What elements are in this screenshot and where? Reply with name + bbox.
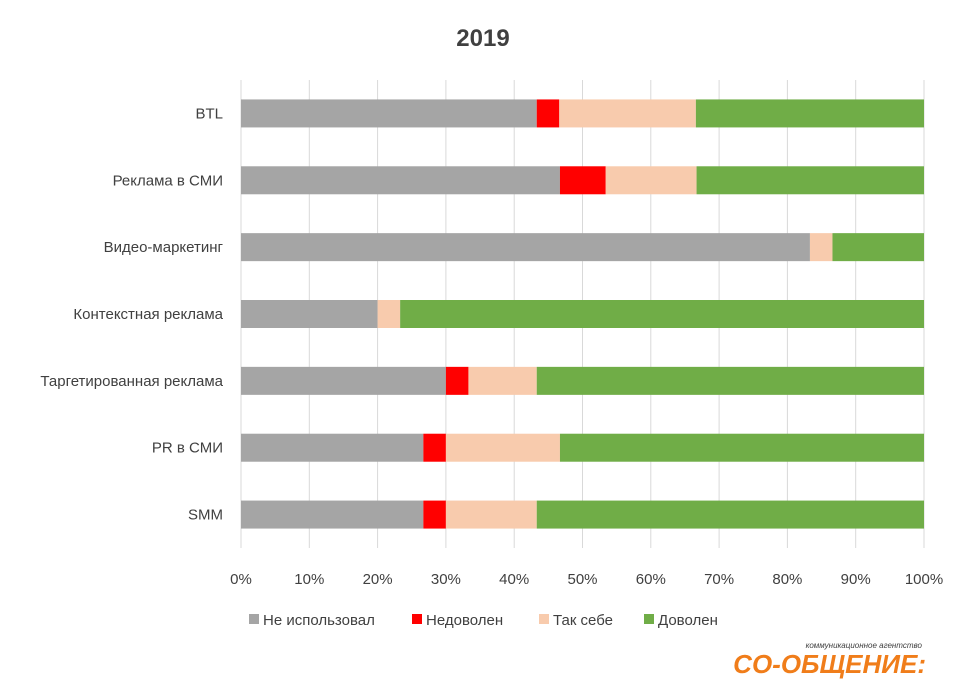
x-tick-label: 100% <box>905 571 943 588</box>
x-tick-label: 40% <box>499 571 529 588</box>
bar-segment <box>536 99 560 128</box>
bar-segment <box>241 500 424 529</box>
x-tick-label: 10% <box>294 571 324 588</box>
legend-label: Так себе <box>553 612 613 629</box>
bar-segment <box>832 233 924 262</box>
category-label: Видео-маркетинг <box>104 239 224 256</box>
legend-swatch <box>539 614 549 624</box>
bar-segment <box>241 233 810 262</box>
bar-segment <box>423 433 446 462</box>
category-label: Контекстная реклама <box>73 306 223 323</box>
category-label: Реклама в СМИ <box>113 172 223 189</box>
bar-segment <box>695 99 924 128</box>
bar-segment <box>445 366 469 395</box>
bar-segment <box>241 99 537 128</box>
bar-segment <box>696 166 924 195</box>
bar-segment <box>559 166 606 195</box>
bar-segment <box>241 433 424 462</box>
bar-segment <box>445 433 560 462</box>
legend-swatch <box>644 614 654 624</box>
category-label: Таргетированная реклама <box>40 373 223 390</box>
bar-segment <box>536 500 924 529</box>
bar-segment <box>536 366 924 395</box>
x-tick-label: 50% <box>567 571 597 588</box>
bar-segment <box>559 99 696 128</box>
category-label: PR в СМИ <box>152 440 223 457</box>
bar-segment <box>241 300 378 328</box>
chart-title: 2019 <box>456 25 509 52</box>
logo-tagline: коммуникационное агентство <box>806 641 923 650</box>
legend-label: Доволен <box>658 612 718 629</box>
bar-segment <box>468 366 537 395</box>
category-label: BTL <box>195 105 223 122</box>
x-tick-label: 0% <box>230 571 252 588</box>
x-tick-labels: 0% 10% 20% 30% 40% 50% 60% 70% 80% 90% 100% <box>230 571 943 588</box>
bar-segment <box>423 500 446 529</box>
category-labels: BTL Реклама в СМИ Видео-маркетинг Контекстн… <box>40 105 223 523</box>
legend-swatch <box>249 614 259 624</box>
bar-segment <box>445 500 537 529</box>
bar-segment <box>559 433 924 462</box>
legend: Не использовал Недоволен Так себе Доволен <box>249 612 718 629</box>
bars <box>241 99 924 529</box>
legend-swatch <box>412 614 422 624</box>
x-tick-label: 20% <box>363 571 393 588</box>
category-label: SMM <box>188 507 223 524</box>
logo-name: СО-ОБЩЕНИЕ: <box>733 649 926 679</box>
bar-segment <box>605 166 697 195</box>
x-tick-label: 30% <box>431 571 461 588</box>
agency-logo: коммуникационное агентство СО-ОБЩЕНИЕ: <box>733 641 926 679</box>
x-tick-label: 80% <box>772 571 802 588</box>
legend-label: Не использовал <box>263 612 375 629</box>
x-tick-label: 90% <box>841 571 871 588</box>
bar-segment <box>400 300 924 328</box>
bar-segment <box>377 300 401 328</box>
x-tick-label: 60% <box>636 571 666 588</box>
legend-label: Недоволен <box>426 612 503 629</box>
bar-segment <box>241 366 446 395</box>
bar-segment <box>809 233 833 262</box>
x-tick-label: 70% <box>704 571 734 588</box>
bar-segment <box>241 166 560 195</box>
